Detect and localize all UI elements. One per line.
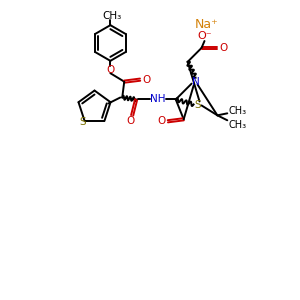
Text: NH: NH <box>150 94 166 104</box>
Text: O: O <box>126 116 134 126</box>
Text: O: O <box>219 43 227 53</box>
Text: CH₃: CH₃ <box>228 106 246 116</box>
Text: O: O <box>158 116 166 126</box>
Text: N: N <box>192 76 200 87</box>
Text: Na⁺: Na⁺ <box>195 18 218 31</box>
Text: O⁻: O⁻ <box>197 31 212 41</box>
Text: O: O <box>142 75 150 85</box>
Text: CH₃: CH₃ <box>103 11 122 21</box>
Text: S: S <box>194 100 201 110</box>
Text: S: S <box>79 117 86 127</box>
Text: CH₃: CH₃ <box>228 120 246 130</box>
Text: O: O <box>106 65 115 75</box>
